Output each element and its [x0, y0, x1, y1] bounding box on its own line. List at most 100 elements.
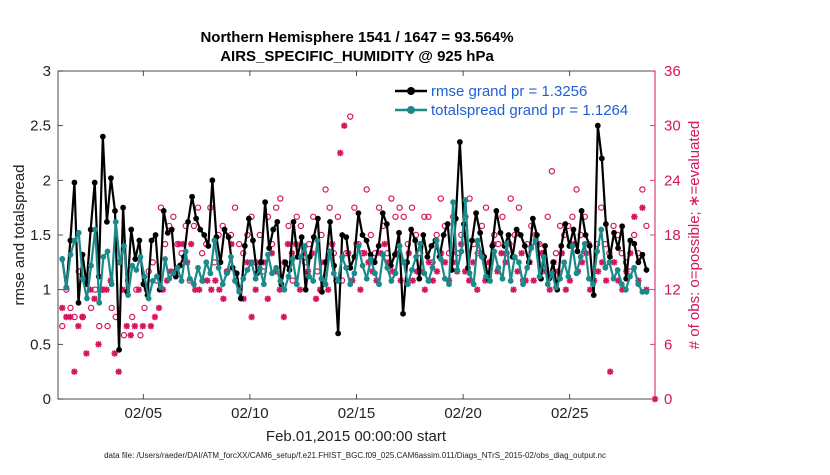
obs-possible-point	[610, 222, 617, 230]
totalspread-point	[153, 273, 160, 280]
obs-possible-point	[194, 204, 202, 211]
rmse-point	[67, 237, 74, 244]
obs-possible-point	[482, 204, 490, 211]
obs-evaluated-point	[429, 277, 437, 284]
totalspread-point	[516, 259, 522, 266]
obs-possible-point	[141, 304, 148, 312]
rmse-point	[327, 218, 333, 225]
rmse-point	[473, 210, 479, 217]
obs-evaluated-point	[272, 268, 280, 275]
totalspread-point	[585, 275, 592, 282]
totalspread-point	[446, 281, 452, 288]
totalspread-point	[631, 264, 638, 271]
rmse-point	[424, 253, 431, 260]
obs-evaluated-point	[131, 322, 138, 330]
totalspread-point	[367, 256, 374, 262]
totalspread-point	[425, 278, 432, 284]
totalspread-point	[359, 262, 366, 269]
totalspread-point	[63, 284, 70, 291]
obs-possible-point	[104, 322, 111, 330]
totalspread-point	[92, 226, 99, 233]
y-right-tick-label: 0	[664, 391, 672, 408]
totalspread-point	[232, 278, 238, 284]
rmse-point	[112, 208, 118, 214]
totalspread-point	[590, 281, 596, 288]
totalspread-point	[306, 273, 313, 280]
rmse-point	[611, 229, 617, 236]
rmse-point	[136, 237, 143, 244]
totalspread-point	[577, 253, 584, 260]
rmse-point	[578, 208, 585, 214]
obs-possible-point	[630, 231, 638, 239]
totalspread-point	[59, 256, 66, 262]
obs-possible-point	[272, 204, 280, 211]
obs-evaluated-point	[83, 350, 90, 357]
totalspread-point	[466, 270, 473, 277]
totalspread-point	[240, 275, 247, 282]
obs-possible-point	[556, 222, 564, 230]
totalspread-point	[335, 278, 341, 284]
totalspread-point	[158, 284, 164, 291]
rmse-point	[298, 234, 305, 241]
obs-possible-point	[347, 113, 354, 120]
rmse-point	[375, 243, 382, 249]
totalspread-point	[614, 267, 621, 273]
rmse-point	[619, 223, 626, 230]
rmse-point	[493, 208, 500, 214]
totalspread-point	[581, 240, 588, 247]
totalspread-point	[627, 273, 633, 280]
totalspread-point	[417, 240, 424, 247]
rmse-point	[570, 226, 577, 233]
rmse-point	[456, 139, 463, 145]
legend-rmse-marker	[407, 87, 415, 95]
rmse-point	[306, 253, 313, 260]
x-tick-label: 02/05	[125, 405, 163, 422]
obs-evaluated-point	[615, 277, 622, 284]
totalspread-point	[470, 281, 477, 288]
rmse-point	[469, 237, 475, 244]
rmse-point	[396, 229, 402, 236]
obs-possible-point	[363, 186, 370, 193]
rmse-point	[477, 229, 484, 236]
y-right-tick-label: 30	[664, 118, 681, 135]
obs-possible-point	[67, 304, 74, 312]
obs-evaluated-point	[385, 259, 392, 266]
rmse-point	[412, 237, 419, 244]
rmse-point	[558, 243, 565, 249]
rmse-point	[99, 133, 106, 140]
obs-evaluated-point	[135, 286, 143, 293]
totalspread-point	[162, 256, 169, 262]
totalspread-point	[639, 288, 646, 295]
totalspread-point	[380, 251, 387, 258]
obs-possible-point	[120, 332, 128, 339]
totalspread-point	[178, 278, 185, 284]
totalspread-point	[322, 281, 329, 288]
obs-evaluated-point	[67, 313, 74, 321]
totalspread-point	[441, 275, 448, 282]
totalspread-point	[388, 278, 395, 284]
rmse-point	[185, 218, 191, 225]
totalspread-point	[75, 229, 82, 236]
obs-evaluated-point	[631, 213, 638, 220]
totalspread-point	[330, 270, 337, 277]
rmse-point	[534, 232, 540, 238]
rmse-point	[314, 215, 321, 222]
obs-evaluated-point	[95, 341, 102, 348]
rmse-point	[355, 210, 362, 217]
totalspread-point	[310, 278, 317, 284]
rmse-point	[420, 232, 427, 238]
obs-possible-point	[235, 240, 243, 248]
totalspread-point	[108, 281, 115, 288]
y-axis-left-label: rmse and totalspread	[11, 165, 28, 306]
obs-evaluated-point	[494, 268, 501, 275]
totalspread-point	[145, 295, 152, 302]
x-tick-label: 02/25	[551, 405, 589, 422]
rmse-point	[120, 204, 127, 211]
totalspread-point	[553, 284, 559, 291]
obs-evaluated-point	[389, 268, 396, 275]
totalspread-point	[396, 243, 403, 249]
rmse-point	[440, 232, 447, 238]
totalspread-point	[606, 259, 613, 266]
rmse-point	[201, 232, 208, 238]
rmse-point	[225, 234, 232, 241]
